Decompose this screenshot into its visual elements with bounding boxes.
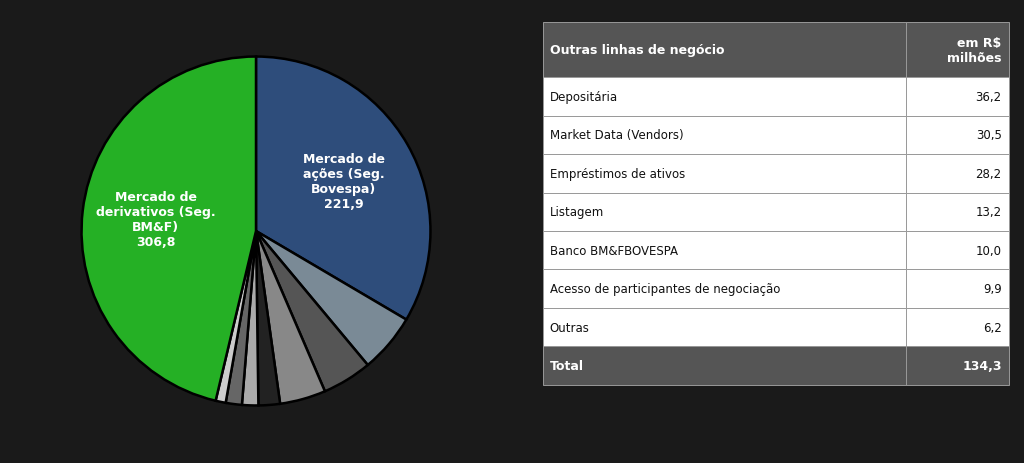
Bar	[543, 193, 906, 232]
Text: 6,2: 6,2	[983, 321, 1001, 334]
Text: 36,2: 36,2	[976, 91, 1001, 104]
Bar	[543, 117, 906, 155]
Text: em R$
milhões: em R$ milhões	[947, 37, 1001, 64]
Wedge shape	[256, 232, 407, 365]
Wedge shape	[256, 232, 281, 406]
Text: 9,9: 9,9	[983, 282, 1001, 295]
Text: Depositária: Depositária	[550, 91, 617, 104]
Bar	[906, 308, 1009, 346]
Bar	[543, 155, 906, 193]
Text: 10,0: 10,0	[976, 244, 1001, 257]
Wedge shape	[82, 57, 256, 401]
Text: Outras: Outras	[550, 321, 590, 334]
Bar	[906, 346, 1009, 385]
Bar	[906, 117, 1009, 155]
Text: 13,2: 13,2	[976, 206, 1001, 219]
Text: Total: Total	[550, 359, 584, 372]
Bar	[906, 23, 1009, 78]
Wedge shape	[256, 232, 325, 404]
Wedge shape	[225, 232, 256, 405]
Wedge shape	[256, 57, 430, 320]
Text: Banco BM&FBOVESPA: Banco BM&FBOVESPA	[550, 244, 678, 257]
Bar	[543, 346, 906, 385]
Text: Mercado de
ações (Seg.
Bovespa)
221,9: Mercado de ações (Seg. Bovespa) 221,9	[303, 152, 385, 210]
Bar	[906, 270, 1009, 308]
Text: Market Data (Vendors): Market Data (Vendors)	[550, 129, 683, 142]
Bar	[543, 23, 906, 78]
Wedge shape	[256, 232, 368, 391]
Text: Outras linhas de negócio: Outras linhas de negócio	[550, 44, 724, 57]
Wedge shape	[242, 232, 258, 406]
Text: Acesso de participantes de negociação: Acesso de participantes de negociação	[550, 282, 780, 295]
Text: Listagem: Listagem	[550, 206, 604, 219]
Text: Empréstimos de ativos: Empréstimos de ativos	[550, 168, 685, 181]
Bar	[906, 78, 1009, 117]
Bar	[906, 232, 1009, 270]
Text: Mercado de
derivativos (Seg.
BM&F)
306,8: Mercado de derivativos (Seg. BM&F) 306,8	[95, 191, 215, 249]
Bar	[543, 308, 906, 346]
Wedge shape	[216, 232, 256, 403]
Bar	[906, 155, 1009, 193]
Text: 28,2: 28,2	[976, 168, 1001, 181]
Bar	[906, 193, 1009, 232]
Text: 30,5: 30,5	[976, 129, 1001, 142]
Bar	[543, 78, 906, 117]
Text: 134,3: 134,3	[963, 359, 1001, 372]
Bar	[543, 232, 906, 270]
Bar	[543, 270, 906, 308]
